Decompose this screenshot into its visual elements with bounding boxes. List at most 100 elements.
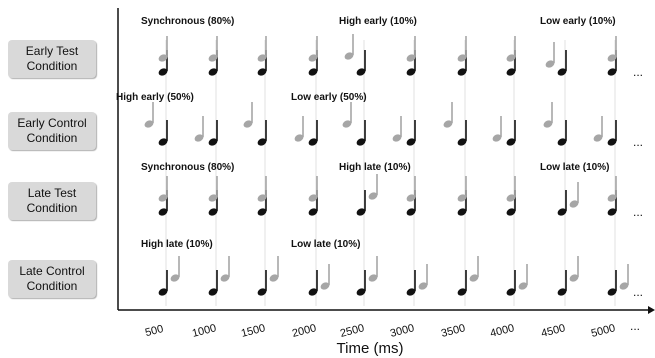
note-head xyxy=(392,134,402,142)
reference-note xyxy=(557,190,567,216)
note-head xyxy=(194,134,204,142)
shifted-note xyxy=(257,36,267,62)
deviation-annotation: Synchronous (80%) xyxy=(141,16,234,27)
note-head xyxy=(144,120,154,128)
note-head xyxy=(208,54,218,62)
x-tick-label: 3000 xyxy=(389,322,416,340)
condition-label: Early Test Condition xyxy=(25,44,79,73)
note-head xyxy=(406,138,416,146)
x-tick-label: 2500 xyxy=(339,322,366,340)
shifted-note xyxy=(543,102,553,128)
note-head xyxy=(443,120,453,128)
note-head xyxy=(344,52,354,60)
reference-note xyxy=(406,270,416,296)
x-axis-label: Time (ms) xyxy=(337,340,404,357)
x-tick-label: 4000 xyxy=(489,322,516,340)
note-head xyxy=(593,134,603,142)
shifted-note xyxy=(368,174,378,200)
shifted-note xyxy=(469,256,479,282)
shifted-note xyxy=(257,176,267,202)
note-head xyxy=(607,194,617,202)
note-head xyxy=(557,208,567,216)
note-head xyxy=(406,54,416,62)
note-head xyxy=(457,194,467,202)
note-head xyxy=(368,192,378,200)
note-head xyxy=(518,282,528,290)
shifted-note xyxy=(144,102,154,128)
reference-note xyxy=(356,120,366,146)
note-head xyxy=(457,54,467,62)
reference-note xyxy=(356,270,366,296)
note-head xyxy=(607,54,617,62)
shifted-note xyxy=(619,264,629,290)
reference-note xyxy=(506,120,516,146)
note-head xyxy=(294,134,304,142)
x-tick-label: 1000 xyxy=(191,322,218,340)
note-head xyxy=(607,288,617,296)
note-head xyxy=(220,274,230,282)
note-head xyxy=(269,274,279,282)
reference-note xyxy=(208,270,218,296)
reference-note xyxy=(457,120,467,146)
note-head xyxy=(506,208,516,216)
shifted-note xyxy=(545,42,555,68)
note-head xyxy=(257,138,267,146)
condition-label-box: Early Control Condition xyxy=(8,112,96,150)
note-head xyxy=(356,208,366,216)
note-head xyxy=(257,194,267,202)
note-head xyxy=(356,138,366,146)
note-head xyxy=(418,282,428,290)
reference-note xyxy=(208,120,218,146)
deviation-annotation: Low early (10%) xyxy=(540,16,616,27)
shifted-note xyxy=(194,116,204,142)
note-head xyxy=(208,194,218,202)
reference-note xyxy=(607,120,617,146)
note-head xyxy=(457,68,467,76)
note-head xyxy=(506,288,516,296)
note-head xyxy=(158,54,168,62)
reference-note xyxy=(356,190,366,216)
deviation-annotation: High early (50%) xyxy=(116,92,194,103)
shifted-note xyxy=(607,36,617,62)
shifted-note xyxy=(569,256,579,282)
continuation-dots: ... xyxy=(633,65,643,79)
note-head xyxy=(170,274,180,282)
reference-note xyxy=(257,120,267,146)
note-head xyxy=(158,288,168,296)
shifted-note xyxy=(220,256,230,282)
deviation-annotation: High late (10%) xyxy=(339,162,411,173)
shifted-note xyxy=(506,176,516,202)
shifted-note xyxy=(208,36,218,62)
reference-note xyxy=(457,270,467,296)
reference-note xyxy=(557,270,567,296)
shifted-note xyxy=(443,102,453,128)
note-head xyxy=(243,120,253,128)
condition-label-box: Late Control Condition xyxy=(8,260,96,298)
note-head xyxy=(543,120,553,128)
note-head xyxy=(208,288,218,296)
deviation-annotation: High early (10%) xyxy=(339,16,417,27)
note-head xyxy=(257,68,267,76)
shifted-note xyxy=(158,176,168,202)
reference-note xyxy=(506,270,516,296)
deviation-annotation: Low late (10%) xyxy=(540,162,609,173)
shifted-note xyxy=(457,36,467,62)
note-head xyxy=(545,60,555,68)
note-head xyxy=(308,54,318,62)
note-head xyxy=(607,208,617,216)
note-head xyxy=(469,274,479,282)
note-head xyxy=(569,200,579,208)
x-tick-label: 3500 xyxy=(440,322,467,340)
shifted-note xyxy=(294,116,304,142)
note-head xyxy=(320,282,330,290)
note-head xyxy=(457,138,467,146)
note-head xyxy=(356,68,366,76)
note-head xyxy=(457,208,467,216)
condition-label: Late Test Condition xyxy=(26,186,78,215)
shifted-note xyxy=(593,116,603,142)
shifted-note xyxy=(308,36,318,62)
note-head xyxy=(607,138,617,146)
note-head xyxy=(308,208,318,216)
